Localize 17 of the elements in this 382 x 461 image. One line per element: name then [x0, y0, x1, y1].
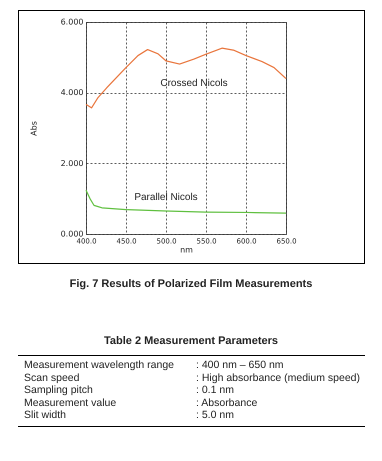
- text: Slit width : 5.0 nm: [24, 409, 234, 422]
- series-label: Crossed Nicols: [160, 78, 228, 90]
- y-tick-label: 0.000: [60, 230, 84, 238]
- text: Measurement value : Absorbance: [24, 396, 258, 409]
- line-series: [85, 48, 287, 108]
- text: Scan speed : High absorbance (medium speed): [24, 372, 360, 384]
- y-tick-label: 2.000: [60, 158, 84, 168]
- text: Measurement wavelength range : 400 nm – 650 nm: [24, 359, 284, 371]
- line-series: [85, 190, 287, 214]
- caption: Table 2 Measurement Parameters: [102, 335, 280, 347]
- x-axis-title: nm: [180, 246, 194, 254]
- text: Sampling pitch : 0.1 nm: [24, 384, 234, 396]
- series-label: Parallel Nicols: [134, 192, 198, 204]
- y-tick-label: 4.000: [60, 88, 84, 98]
- text: Fig. 7 Results of Polarized Film Measurements: [68, 278, 314, 290]
- y-tick-label: 6.000: [60, 18, 84, 26]
- y-axis-title: Abs: [30, 121, 39, 136]
